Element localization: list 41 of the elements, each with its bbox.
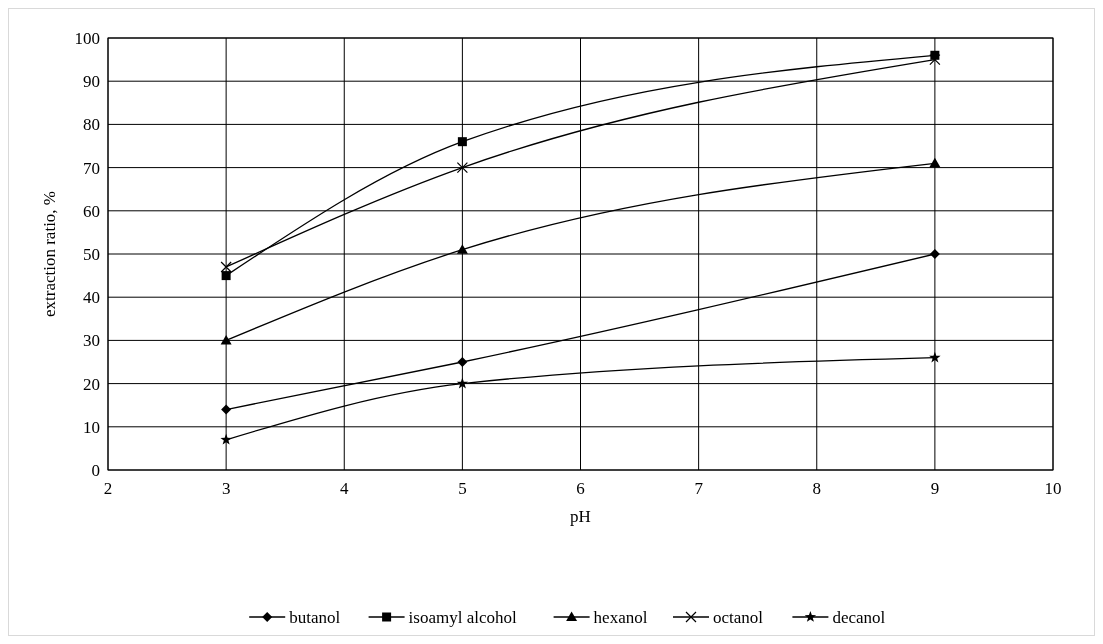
- point: [220, 334, 232, 345]
- point: [220, 433, 232, 445]
- legend-label: decanol: [832, 607, 886, 627]
- point: [456, 377, 469, 389]
- point: [929, 54, 941, 66]
- x-axis-title: pH: [570, 507, 591, 526]
- y-tick-label: 60: [83, 201, 100, 221]
- legend-label: isoamyl alcohol: [408, 607, 517, 627]
- point: [457, 357, 468, 367]
- x-tick-label: 10: [1044, 479, 1062, 498]
- y-tick-label: 100: [74, 28, 100, 48]
- y-tick-label: 80: [83, 115, 100, 135]
- point: [929, 157, 941, 168]
- x-tick-label: 7: [694, 479, 704, 498]
- x-tick-label: 3: [221, 479, 231, 498]
- point: [221, 271, 231, 281]
- y-tick-label: 40: [83, 288, 100, 308]
- point: [456, 162, 468, 174]
- point: [929, 249, 940, 259]
- y-tick-label: 70: [83, 158, 100, 178]
- y-tick-label: 20: [83, 374, 100, 394]
- y-tick-label: 50: [83, 244, 100, 264]
- y-axis-title: extraction ratio, %: [40, 190, 59, 318]
- x-tick-label: 4: [340, 479, 349, 498]
- point: [457, 137, 467, 147]
- y-tick-label: 90: [83, 72, 100, 92]
- y-tick-label: 0: [91, 460, 100, 480]
- legend-label: octanol: [713, 607, 764, 627]
- point: [456, 244, 468, 254]
- y-tick-label: 10: [83, 417, 100, 437]
- x-tick-label: 2: [103, 479, 113, 498]
- x-tick-label: 8: [812, 479, 821, 498]
- legend-label: hexanol: [593, 607, 648, 627]
- point: [221, 404, 232, 415]
- point: [220, 261, 232, 273]
- y-tick-label: 30: [83, 331, 100, 351]
- legend-label: butanol: [289, 607, 341, 627]
- x-tick-label: 5: [458, 479, 467, 498]
- x-tick-label: 6: [576, 479, 585, 498]
- point: [929, 351, 941, 363]
- x-tick-label: 9: [930, 479, 940, 498]
